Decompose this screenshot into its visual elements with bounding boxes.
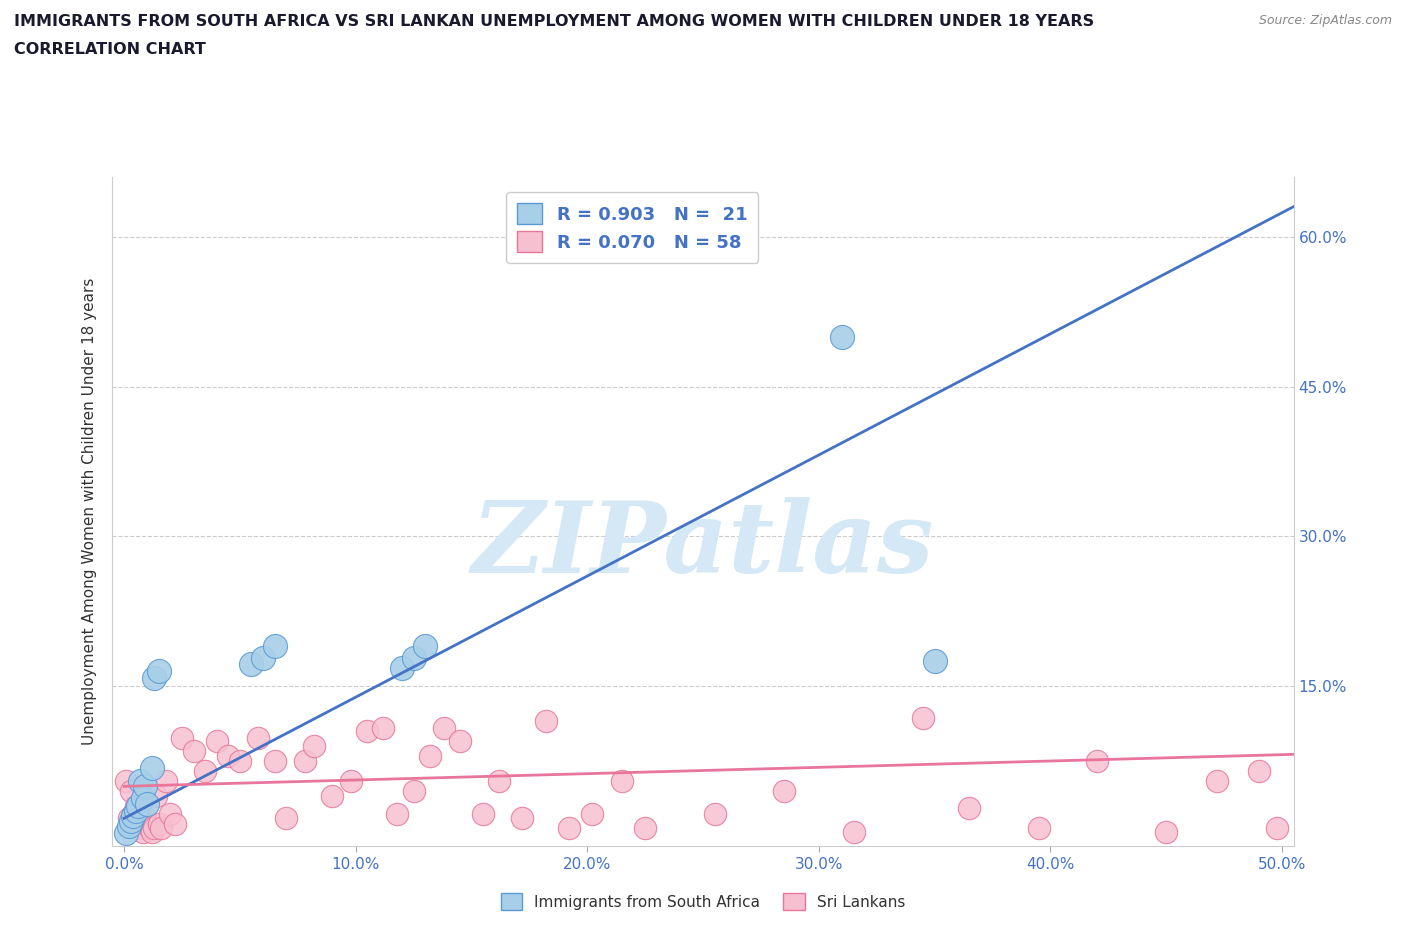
Point	[321, 789, 343, 804]
Point	[1206, 774, 1229, 789]
Point	[183, 744, 205, 759]
Point	[488, 774, 510, 789]
Point	[118, 811, 141, 826]
Point	[773, 784, 796, 799]
Point	[294, 754, 316, 769]
Point	[127, 799, 149, 814]
Point	[138, 821, 160, 836]
Point	[129, 817, 152, 831]
Point	[205, 734, 228, 749]
Point	[229, 754, 252, 769]
Point	[143, 671, 166, 685]
Point	[957, 801, 980, 816]
Legend: R = 0.903   N =  21, R = 0.070   N = 58: R = 0.903 N = 21, R = 0.070 N = 58	[506, 193, 758, 263]
Point	[512, 811, 534, 826]
Point	[124, 804, 146, 818]
Point	[120, 784, 142, 799]
Y-axis label: Unemployment Among Women with Children Under 18 years: Unemployment Among Women with Children U…	[82, 278, 97, 745]
Point	[115, 826, 138, 841]
Point	[141, 761, 163, 776]
Legend: Immigrants from South Africa, Sri Lankans: Immigrants from South Africa, Sri Lankan…	[494, 885, 912, 918]
Point	[419, 749, 441, 764]
Point	[842, 825, 865, 840]
Point	[115, 774, 138, 789]
Point	[634, 821, 657, 836]
Point	[1085, 754, 1108, 769]
Point	[340, 774, 363, 789]
Text: ZIPatlas: ZIPatlas	[472, 497, 934, 593]
Text: IMMIGRANTS FROM SOUTH AFRICA VS SRI LANKAN UNEMPLOYMENT AMONG WOMEN WITH CHILDRE: IMMIGRANTS FROM SOUTH AFRICA VS SRI LANK…	[14, 14, 1094, 29]
Point	[356, 724, 378, 738]
Point	[148, 664, 170, 679]
Point	[136, 817, 159, 831]
Point	[150, 821, 173, 836]
Point	[433, 721, 456, 736]
Point	[118, 819, 141, 834]
Point	[217, 749, 239, 764]
Point	[1028, 821, 1050, 836]
Point	[159, 807, 181, 822]
Point	[924, 654, 946, 669]
Point	[163, 817, 186, 831]
Point	[263, 754, 285, 769]
Point	[131, 790, 153, 805]
Point	[387, 807, 409, 822]
Point	[252, 651, 274, 666]
Point	[122, 809, 145, 824]
Point	[127, 821, 149, 836]
Point	[124, 799, 146, 814]
Text: Source: ZipAtlas.com: Source: ZipAtlas.com	[1258, 14, 1392, 27]
Point	[472, 807, 495, 822]
Point	[145, 789, 167, 804]
Point	[122, 807, 145, 822]
Point	[703, 807, 725, 822]
Point	[263, 639, 285, 654]
Point	[170, 731, 193, 746]
Point	[134, 779, 156, 794]
Point	[136, 797, 159, 812]
Point	[131, 825, 153, 840]
Point	[276, 811, 298, 826]
Point	[911, 711, 934, 725]
Point	[141, 825, 163, 840]
Point	[610, 774, 633, 789]
Point	[534, 714, 557, 729]
Point	[148, 817, 170, 831]
Point	[129, 774, 152, 789]
Point	[391, 661, 413, 676]
Point	[302, 739, 325, 754]
Point	[1265, 821, 1288, 836]
Point	[1154, 825, 1177, 840]
Point	[402, 784, 425, 799]
Point	[581, 807, 603, 822]
Point	[831, 329, 853, 344]
Point	[134, 811, 156, 826]
Text: CORRELATION CHART: CORRELATION CHART	[14, 42, 205, 57]
Point	[194, 764, 217, 778]
Point	[143, 821, 166, 836]
Point	[373, 721, 395, 736]
Point	[449, 734, 471, 749]
Point	[247, 731, 270, 746]
Point	[402, 651, 425, 666]
Point	[155, 774, 177, 789]
Point	[240, 657, 263, 671]
Point	[413, 639, 436, 654]
Point	[1247, 764, 1270, 778]
Point	[557, 821, 579, 836]
Point	[120, 814, 142, 829]
